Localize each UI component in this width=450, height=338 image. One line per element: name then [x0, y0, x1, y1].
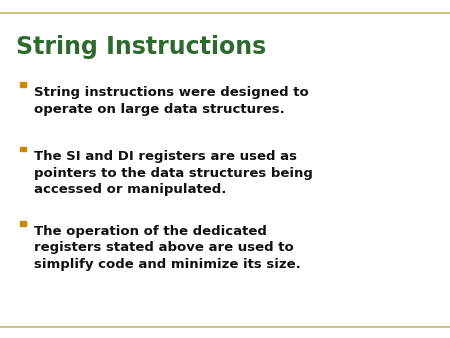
Bar	[20, 147, 26, 151]
Text: String instructions were designed to
operate on large data structures.: String instructions were designed to ope…	[34, 86, 309, 116]
Bar	[20, 221, 26, 226]
Text: The SI and DI registers are used as
pointers to the data structures being
access: The SI and DI registers are used as poin…	[34, 150, 313, 196]
Bar	[20, 82, 26, 87]
Text: String Instructions: String Instructions	[16, 35, 266, 59]
Text: The operation of the dedicated
registers stated above are used to
simplify code : The operation of the dedicated registers…	[34, 225, 301, 271]
